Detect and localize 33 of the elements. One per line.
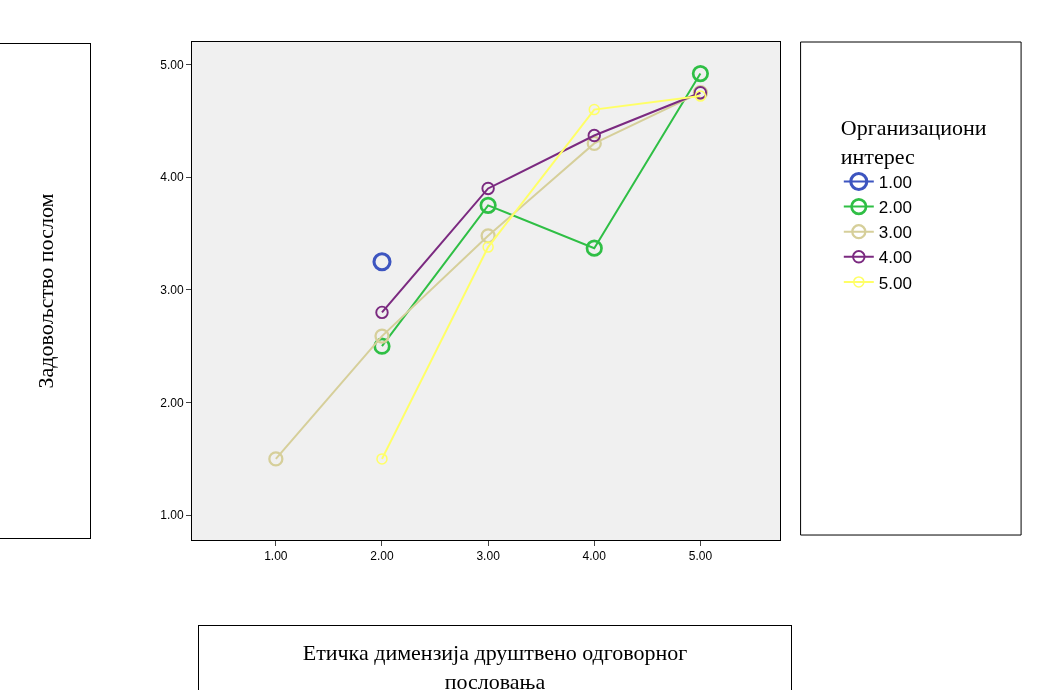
y-tick-label: 2.00: [160, 395, 184, 410]
point: [691, 64, 709, 83]
point: [585, 239, 603, 257]
legend-title: Организациони интерес: [840, 115, 987, 169]
legend-label: 4.00: [878, 248, 912, 268]
point: [479, 196, 497, 214]
point: [376, 453, 388, 465]
point: [375, 305, 389, 320]
point: [374, 328, 390, 344]
x-tick-label: 3.00: [476, 549, 501, 564]
point: [586, 135, 602, 152]
point: [481, 181, 495, 196]
x-tick-label: 4.00: [582, 549, 607, 564]
legend-label: 5.00: [878, 273, 912, 293]
x-tick-label: 2.00: [370, 549, 394, 564]
y-axis-title: Задовољство послом: [32, 193, 58, 389]
point: [482, 241, 494, 253]
y-tick-label: 5.00: [160, 57, 184, 72]
point: [587, 128, 601, 143]
point: [480, 228, 496, 244]
point: [588, 103, 601, 116]
x-axis-title: Етичка димензија друштвено одговорног пословања: [302, 640, 688, 690]
x-tick-label: 1.00: [264, 549, 288, 564]
y-tick-label: 4.00: [160, 170, 184, 185]
legend-label: 2.00: [878, 198, 912, 218]
point: [268, 451, 284, 467]
legend-label: 3.00: [878, 223, 912, 243]
y-tick-label: 1.00: [160, 508, 184, 523]
point: [372, 252, 392, 272]
legend-label: 1.00: [878, 173, 912, 193]
x-tick-label: 5.00: [688, 549, 713, 564]
y-tick-label: 3.00: [160, 283, 184, 298]
point: [694, 90, 707, 102]
